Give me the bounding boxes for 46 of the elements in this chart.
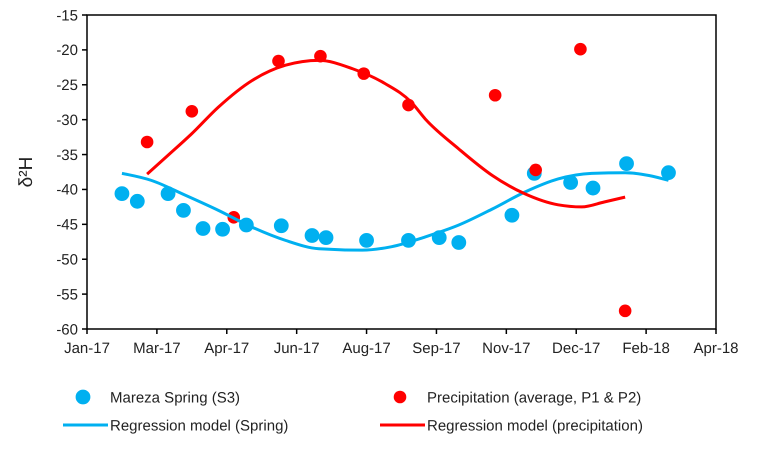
point: [359, 232, 374, 248]
x-tick-label: Jan-17: [64, 340, 110, 357]
x-tick-label: Aug-17: [342, 340, 391, 357]
point: [274, 218, 289, 234]
point: [661, 165, 676, 180]
point: [574, 42, 587, 56]
y-tick-label: -55: [56, 286, 78, 304]
x-tick-label: Apr-17: [204, 340, 250, 357]
point: [488, 88, 502, 102]
y-tick-label: -30: [56, 112, 78, 129]
x-tick-label: Nov-17: [482, 340, 531, 357]
point: [196, 221, 210, 236]
legend-label: Regression model (Spring): [110, 417, 288, 434]
point: [304, 228, 320, 243]
y-tick-label: -20: [56, 42, 78, 60]
point: [504, 208, 520, 223]
point: [215, 222, 230, 237]
legend-label: Regression model (precipitation): [427, 417, 643, 434]
y-tick-label: -25: [56, 77, 78, 94]
point: [186, 105, 198, 118]
x-tick-label: Mar-17: [133, 340, 181, 357]
x-tick-label: Dec-17: [552, 340, 600, 357]
point: [618, 304, 632, 318]
point: [140, 136, 154, 148]
y-tick-label: -60: [56, 321, 78, 338]
y-tick-label: -50: [56, 251, 78, 268]
x-tick-label: Feb-18: [622, 340, 670, 357]
point: [586, 180, 600, 196]
y-tick-label: -40: [56, 182, 78, 199]
x-tick-label: Sep-17: [412, 340, 461, 357]
legend-label: Mareza Spring (S3): [110, 389, 240, 406]
point: [318, 230, 334, 245]
legend-label: Precipitation (average, P1 & P2): [427, 389, 642, 406]
y-tick-label: -45: [56, 216, 78, 234]
point: [130, 194, 145, 209]
y-tick-label: -35: [56, 146, 78, 164]
point: [176, 202, 191, 218]
y-axis-title: δ²H: [16, 156, 37, 188]
y-tick-label: -15: [56, 7, 78, 24]
x-tick-label: Apr-18: [693, 340, 739, 357]
point: [619, 156, 634, 172]
x-tick-label: Jun-17: [274, 340, 320, 357]
point: [114, 186, 130, 202]
point: [529, 164, 542, 176]
point: [451, 235, 466, 250]
point: [272, 54, 285, 68]
